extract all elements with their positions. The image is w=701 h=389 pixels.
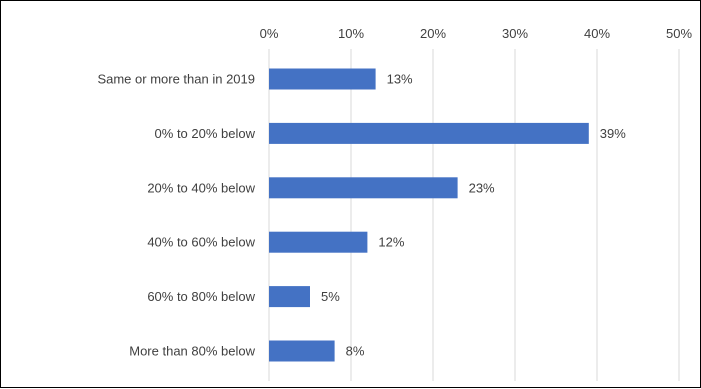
category-label: Same or more than in 2019 bbox=[97, 72, 255, 87]
bar bbox=[269, 177, 458, 199]
gridlines bbox=[268, 49, 680, 381]
bar bbox=[269, 68, 376, 90]
category-labels: Same or more than in 2019 0% to 20% below… bbox=[97, 72, 255, 359]
bar bbox=[269, 286, 310, 308]
bar bbox=[269, 231, 368, 253]
x-axis-tick-labels: 0% 10% 20% 30% 40% 50% bbox=[260, 26, 693, 41]
data-label: 5% bbox=[321, 289, 340, 304]
x-tick-label: 40% bbox=[584, 26, 610, 41]
category-label: More than 80% below bbox=[129, 344, 255, 359]
x-tick-label: 0% bbox=[260, 26, 279, 41]
x-tick-label: 30% bbox=[502, 26, 528, 41]
bars bbox=[269, 68, 589, 362]
x-tick-label: 10% bbox=[338, 26, 364, 41]
bar bbox=[269, 122, 589, 144]
x-tick-label: 50% bbox=[666, 26, 692, 41]
data-label: 13% bbox=[387, 72, 413, 87]
data-label: 39% bbox=[600, 126, 626, 141]
category-label: 20% to 40% below bbox=[147, 180, 255, 195]
bar bbox=[269, 340, 335, 362]
data-label: 12% bbox=[378, 235, 404, 250]
category-label: 0% to 20% below bbox=[155, 126, 256, 141]
data-labels: 13% 39% 23% 12% 5% 8% bbox=[321, 72, 626, 359]
x-tick-label: 20% bbox=[420, 26, 446, 41]
data-label: 8% bbox=[346, 344, 365, 359]
category-label: 60% to 80% below bbox=[147, 289, 255, 304]
data-label: 23% bbox=[469, 180, 495, 195]
category-label: 40% to 60% below bbox=[147, 235, 255, 250]
